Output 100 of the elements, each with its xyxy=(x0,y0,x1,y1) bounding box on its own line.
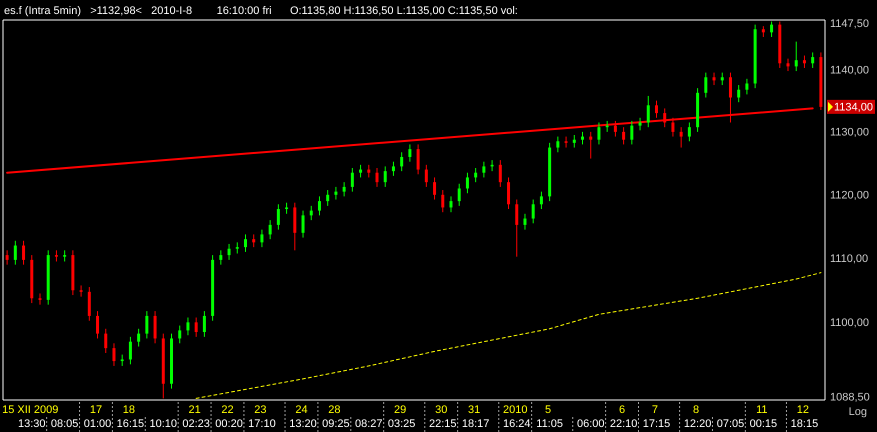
x-tick-label: 8 12:20 xyxy=(684,404,712,430)
candlestick xyxy=(540,191,543,210)
candlestick xyxy=(811,52,814,68)
candlestick xyxy=(712,72,716,86)
candlestick xyxy=(482,161,486,178)
x-tick-label: 21 02:23 xyxy=(182,404,210,430)
candlestick xyxy=(96,310,100,339)
candlestick xyxy=(802,55,806,68)
candlestick xyxy=(433,176,436,200)
candlestick xyxy=(310,205,313,221)
x-tick-label: 28 09:25 xyxy=(322,404,350,430)
candlestick xyxy=(416,144,420,175)
candlestick xyxy=(581,131,584,145)
text: 1134,00 xyxy=(834,102,873,114)
candlestick xyxy=(302,210,305,238)
candlestick xyxy=(376,167,379,188)
candlestick xyxy=(720,72,724,86)
candlestick xyxy=(145,310,148,339)
x-tick-label: 12 18:15 xyxy=(790,404,818,430)
candlestick xyxy=(326,190,330,206)
candlestick xyxy=(622,126,626,145)
x-tick-label: 6 22:10 xyxy=(610,404,638,430)
candlestick xyxy=(498,160,502,188)
candlestick xyxy=(260,229,264,248)
candlestick xyxy=(120,354,124,366)
candlestick xyxy=(350,167,354,192)
candlestick xyxy=(704,72,708,98)
candlestick xyxy=(490,160,494,172)
candlestick xyxy=(318,196,321,216)
candlestick xyxy=(556,136,560,153)
candlestick xyxy=(671,117,674,138)
candlestick xyxy=(38,292,42,306)
y-tick-label: 1120,00 xyxy=(830,190,869,202)
candlestick xyxy=(589,131,592,160)
candlestick xyxy=(154,310,157,344)
candlestick xyxy=(342,182,346,197)
candlestick xyxy=(80,284,83,298)
y-tick-label: 1147,50 xyxy=(830,18,869,30)
x-tick-label: 5 11:05 xyxy=(536,404,563,430)
y-tick-label: 1110,00 xyxy=(830,253,868,266)
candlestick xyxy=(532,199,535,224)
x-tick-label: 2010 16:24 xyxy=(502,404,531,430)
candlestick xyxy=(137,328,140,348)
x-tick-label: 18 16:15 xyxy=(116,404,144,430)
candlestick xyxy=(408,144,412,162)
candlestick xyxy=(128,336,132,365)
candlestick xyxy=(63,250,66,262)
x-tick-label: 7 17:15 xyxy=(642,404,670,430)
candlestick xyxy=(458,183,461,206)
candlestick xyxy=(786,58,790,72)
candlestick xyxy=(367,164,370,178)
candlestick xyxy=(630,120,634,145)
candlestick xyxy=(112,342,116,366)
candlestick xyxy=(22,240,26,266)
x-tick-label: 31 18:17 xyxy=(462,404,490,430)
x-tick-label: 22 00:20 xyxy=(215,404,243,430)
chart-title: es.f (Intra 5min) >1132,98< 2010-I-8 16:10:00 fri O:1135,80 H:1136,50 L:1135,00 C:1135,50 vol: xyxy=(4,5,518,17)
text: Log xyxy=(848,406,867,418)
y-tick-label: 1130,00 xyxy=(830,126,869,139)
line-series xyxy=(196,272,822,399)
candlestick xyxy=(6,250,9,266)
candlestick xyxy=(523,213,526,230)
candlestick xyxy=(762,26,765,38)
candlestick xyxy=(276,204,280,230)
candlestick xyxy=(334,186,338,200)
candlestick xyxy=(688,122,691,142)
candlestick xyxy=(680,126,683,148)
candlestick xyxy=(515,199,518,258)
candlestick xyxy=(252,234,256,248)
candlestick xyxy=(474,167,478,183)
candlestick xyxy=(392,161,395,176)
candlestick xyxy=(614,120,617,138)
candlestick xyxy=(606,120,609,132)
candlestick xyxy=(564,136,568,148)
candlestick xyxy=(646,95,650,128)
x-tick-label: 08:05 xyxy=(50,418,78,430)
x-tick-label: 24 13:20 xyxy=(289,404,317,430)
candlestick xyxy=(466,172,469,194)
candlestick xyxy=(441,190,444,213)
x-tick-label: 29 03:25 xyxy=(388,404,416,430)
candlestick xyxy=(745,78,748,95)
candlestick xyxy=(104,328,108,354)
candlestick xyxy=(737,84,740,103)
x-tick-label: 10:10 xyxy=(150,418,178,430)
candlestick xyxy=(54,250,58,262)
candlestick xyxy=(219,250,222,266)
candlestick xyxy=(794,41,798,72)
candlestick xyxy=(202,310,206,338)
x-tick-label: 08:27 xyxy=(355,418,383,430)
candlestick xyxy=(178,325,182,344)
candlestick xyxy=(228,243,231,260)
candlestick xyxy=(449,196,452,213)
candlestick xyxy=(194,317,198,338)
candlestick xyxy=(400,152,404,172)
x-tick-label: 06:00 xyxy=(576,418,604,430)
candlestick xyxy=(14,240,17,266)
candlestick xyxy=(285,202,288,214)
candlestick xyxy=(770,21,774,38)
candlestick xyxy=(384,166,387,188)
candlestick xyxy=(268,220,272,240)
